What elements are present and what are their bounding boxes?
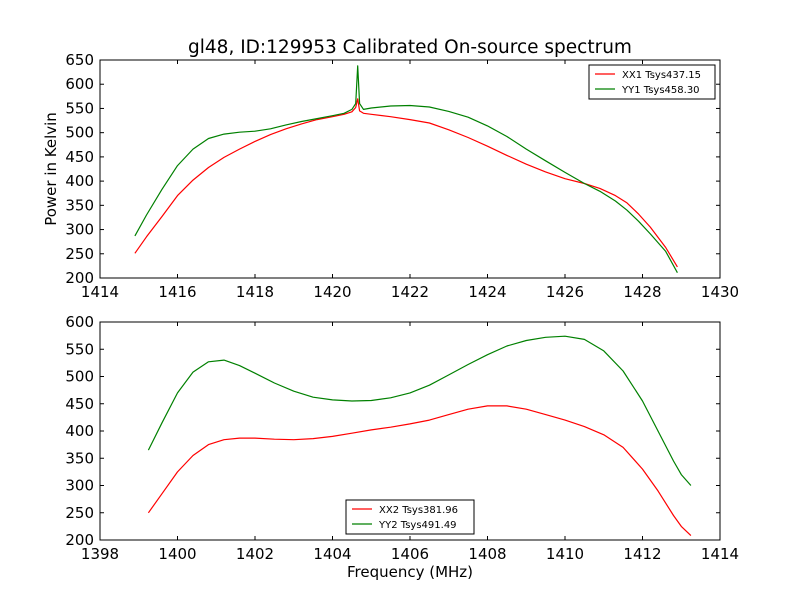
y-tick-label: 600 (65, 313, 94, 331)
x-tick-label: 1408 (468, 545, 506, 563)
x-tick-label: 1414 (701, 545, 739, 563)
x-tick-label: 1412 (623, 545, 661, 563)
legend-label-1: XX2 Tsys381.96 (379, 505, 458, 516)
legend: XX1 Tsys437.15 YY1 Tsys458.30 (588, 64, 716, 100)
y-tick-label: 350 (65, 196, 94, 214)
x-tick-label: 1416 (158, 283, 196, 301)
y-tick-label: 300 (65, 477, 94, 495)
y-tick-label: 300 (65, 221, 94, 239)
chart-1: 1414 1416 1418 1420 1422 1424 1426 1428 1430 200 2… (42, 51, 739, 301)
legend-label-1: XX1 Tsys437.15 (622, 70, 701, 81)
x-tick-label: 1424 (468, 283, 506, 301)
x-tick-label: 1422 (391, 283, 429, 301)
y-tick-label: 200 (65, 531, 94, 549)
y-tick-label: 400 (65, 172, 94, 190)
x-tick-label: 1410 (546, 545, 584, 563)
y-tick-label: 400 (65, 422, 94, 440)
y-tick-label: 250 (65, 245, 94, 263)
legend-label-2: YY2 Tsys491.49 (378, 520, 457, 531)
x-tick-label: 1406 (391, 545, 429, 563)
series-line-2 (147, 335, 692, 486)
y-tick-label: 350 (65, 449, 94, 467)
y-tick-label: 550 (65, 340, 94, 358)
series-line-1 (134, 98, 678, 268)
x-tick-label: 1400 (158, 545, 196, 563)
series-line-1 (147, 405, 692, 537)
figure-title: gl48, ID:129953 Calibrated On-source spe… (188, 37, 632, 58)
y-tick-label: 550 (65, 99, 94, 117)
x-tick-label: 1426 (546, 283, 584, 301)
x-tick-label: 1418 (236, 283, 274, 301)
y-axis-label: Power in Kelvin (42, 112, 60, 226)
legend: XX2 Tsys381.96 YY2 Tsys491.49 (345, 499, 475, 535)
y-tick-label: 500 (65, 124, 94, 142)
x-tick-label: 1402 (236, 545, 274, 563)
charts: 1414 1416 1418 1420 1422 1424 1426 1428 1430 200 2… (42, 51, 739, 581)
chart-2: 1398 1400 1402 1404 1406 1408 1410 1412 1414 200 2… (65, 313, 739, 581)
y-tick-label: 500 (65, 368, 94, 386)
x-tick-label: 1398 (81, 545, 119, 563)
series-line-2 (134, 65, 678, 273)
y-tick-label: 450 (65, 395, 94, 413)
legend-box (588, 64, 716, 100)
x-tick-label: 1428 (623, 283, 661, 301)
x-tick-label: 1430 (701, 283, 739, 301)
x-tick-label: 1414 (81, 283, 119, 301)
x-tick-label: 1420 (313, 283, 351, 301)
y-tick-label: 200 (65, 269, 94, 287)
legend-box (345, 499, 475, 535)
y-tick-label: 650 (65, 51, 94, 69)
y-tick-label: 250 (65, 504, 94, 522)
legend-label-2: YY1 Tsys458.30 (621, 85, 700, 96)
y-tick-label: 450 (65, 148, 94, 166)
x-tick-label: 1404 (313, 545, 351, 563)
x-axis-label: Frequency (MHz) (347, 563, 473, 581)
y-tick-label: 600 (65, 75, 94, 93)
